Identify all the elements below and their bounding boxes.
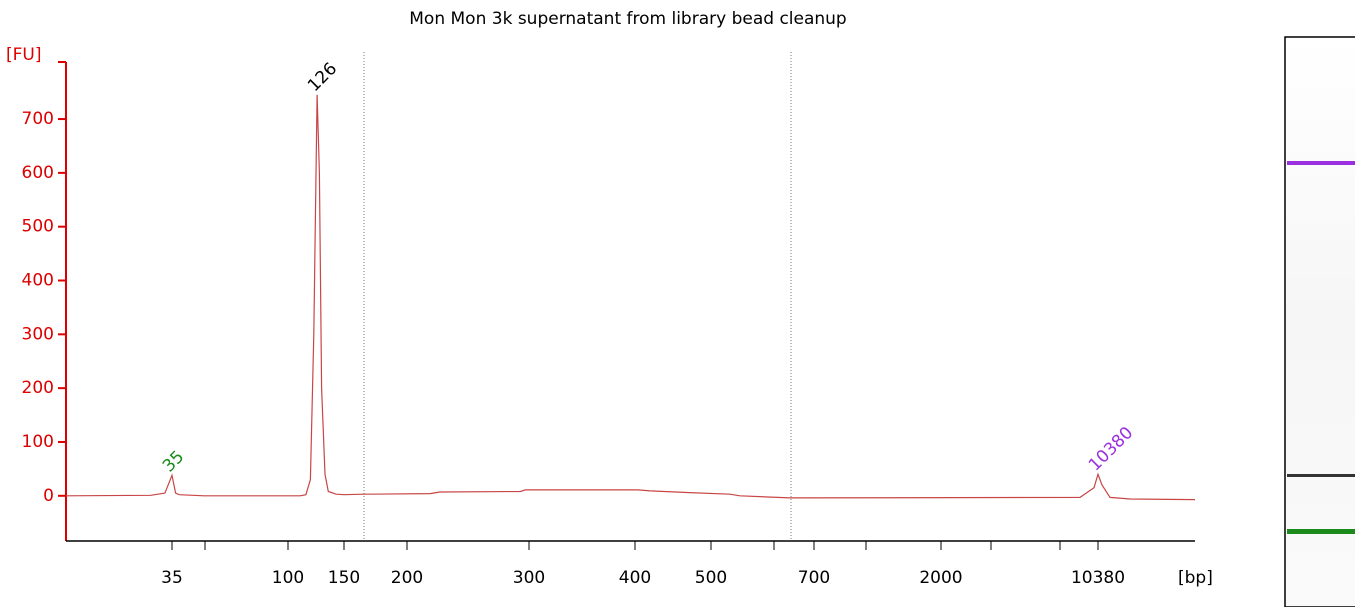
y-tick-label: 0 xyxy=(43,486,54,506)
minor-ticks xyxy=(204,541,1061,550)
x-tick-label: 700 xyxy=(798,568,830,588)
peak-label: 10380 xyxy=(1085,423,1137,475)
gel-band xyxy=(1287,529,1355,534)
y-tick-label: 500 xyxy=(22,217,54,237)
y-tick-label: 100 xyxy=(22,432,54,452)
y-tick-label: 200 xyxy=(22,378,54,398)
gel-band xyxy=(1287,474,1355,477)
chart-title: Mon Mon 3k supernatant from library bead… xyxy=(409,9,846,29)
y-tick-label: 400 xyxy=(22,271,54,291)
x-tick-label: 500 xyxy=(695,568,727,588)
x-tick-label: 400 xyxy=(619,568,651,588)
x-tick-label: 100 xyxy=(272,568,304,588)
y-axis-label: [FU] xyxy=(6,45,42,65)
x-tick-label: 150 xyxy=(328,568,360,588)
peak-label: 126 xyxy=(304,59,341,96)
y-tick-label: 300 xyxy=(22,324,54,344)
gel-band xyxy=(1287,161,1355,165)
x-axis-label: [bp] xyxy=(1178,568,1213,588)
x-tick-label: 35 xyxy=(161,568,183,588)
trace xyxy=(65,94,1196,501)
x-tick-label: 300 xyxy=(513,568,545,588)
y-tick-label: 700 xyxy=(22,109,54,129)
x-tick-label: 200 xyxy=(391,568,423,588)
gel-lane xyxy=(1284,36,1355,607)
x-tick-label: 2000 xyxy=(919,568,962,588)
x-tick-label: 10380 xyxy=(1071,568,1125,588)
peak-label: 35 xyxy=(159,447,188,476)
y-tick-label: 600 xyxy=(22,163,54,183)
